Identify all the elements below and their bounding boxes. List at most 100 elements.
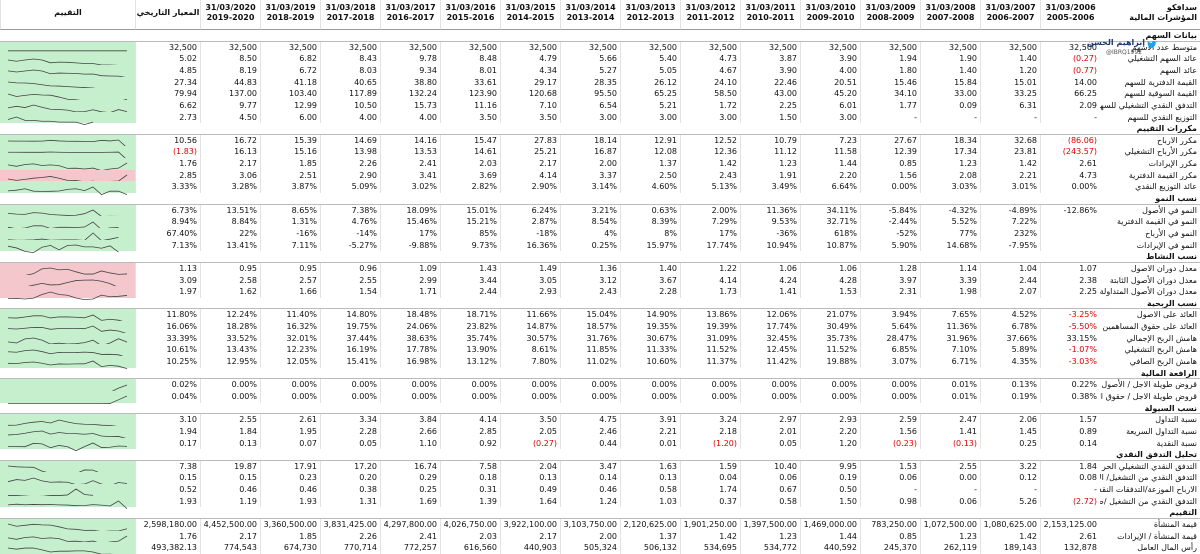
section-title: تحليل التدفق النقدي xyxy=(1116,450,1197,460)
section-title: بيانات السهم xyxy=(1145,31,1197,40)
value-cell: 3.39 xyxy=(920,274,980,287)
rating-cell xyxy=(0,437,135,451)
value-cell: 7.38% xyxy=(320,204,380,217)
sparkline xyxy=(7,116,94,125)
value-cell: 0.00% xyxy=(860,379,920,391)
historical-cell: (1.83) xyxy=(135,146,200,159)
value-cell: 34.11% xyxy=(800,204,860,217)
value-cell: -4.32% xyxy=(920,204,980,217)
value-cell: 0.85 xyxy=(860,158,920,170)
value-cell: 12.06% xyxy=(740,309,800,322)
value-cell: 9.73% xyxy=(440,239,500,252)
rating-cell xyxy=(0,542,135,554)
value-cell: 32.01% xyxy=(260,332,320,345)
value-cell: 3,831,425.00 xyxy=(320,519,380,531)
value-cell: 1,072,500.00 xyxy=(920,519,980,531)
period-header: 31/03/2010 2009-2010 xyxy=(800,0,860,30)
value-cell: 2.31 xyxy=(860,286,920,298)
value-cell: 5.26 xyxy=(980,495,1040,508)
value-cell: 2.06 xyxy=(980,414,1040,426)
value-cell: 16.98% xyxy=(380,356,440,368)
value-cell: 33.00 xyxy=(920,88,980,100)
value-cell: 5.90% xyxy=(860,239,920,252)
value-cell: 4,026,750.00 xyxy=(440,519,500,531)
value-cell: 3.01% xyxy=(980,181,1040,194)
value-cell: 1.69 xyxy=(380,495,440,508)
value-cell: 2.51 xyxy=(260,169,320,182)
value-cell: 5.52% xyxy=(920,216,980,228)
value-cell: 24.10 xyxy=(680,76,740,89)
value-cell: 0.25% xyxy=(560,239,620,252)
historical-cell: 67.40% xyxy=(135,227,200,240)
sparkline xyxy=(7,326,128,335)
value-cell: 1.95 xyxy=(260,425,320,438)
value-cell: 0.00% xyxy=(500,390,560,403)
value-cell: 1.07 xyxy=(1040,262,1100,275)
value-cell: 32,500 xyxy=(1040,41,1100,54)
row-label: العائد على حقوق المساهمين xyxy=(1102,322,1197,332)
value-cell: 7.22% xyxy=(980,216,1040,228)
value-cell: 40.65 xyxy=(320,76,380,89)
rating-cell xyxy=(0,64,135,79)
value-cell: 1.91 xyxy=(740,169,800,182)
value-cell: 1.24 xyxy=(560,495,620,508)
rating-cell xyxy=(0,227,135,242)
historical-cell: 1.93 xyxy=(135,495,200,508)
value-cell: 10.50 xyxy=(320,99,380,112)
period-label: 2016-2017 xyxy=(386,13,435,22)
period-header: 31/03/2008 2007-2008 xyxy=(920,0,980,30)
value-cell: 0.00% xyxy=(860,390,920,403)
value-cell: -3.03% xyxy=(1040,356,1100,368)
value-cell: 3.69 xyxy=(440,169,500,182)
row-label: القيمة الدفترية للسهم xyxy=(1124,77,1197,87)
value-cell: 4.00 xyxy=(380,111,440,124)
value-cell: 4.35% xyxy=(980,356,1040,368)
value-cell: -14% xyxy=(320,227,380,240)
period-date: 31/03/2013 xyxy=(625,3,676,12)
value-cell: 3.50 xyxy=(500,414,560,426)
value-cell: 0.46 xyxy=(260,484,320,496)
period-label: 2006-2007 xyxy=(986,13,1035,22)
value-cell: 2.20 xyxy=(800,425,860,438)
value-cell: 32,500 xyxy=(800,41,860,54)
value-cell: 2.26 xyxy=(320,530,380,543)
value-cell: 4.75 xyxy=(560,414,620,426)
value-cell: 21.07% xyxy=(800,309,860,322)
historical-cell: 1.13 xyxy=(135,262,200,275)
value-cell: 2.61 xyxy=(1040,158,1100,170)
value-cell: 3.41 xyxy=(380,169,440,182)
value-cell: 17.78% xyxy=(380,344,440,357)
value-cell: 32,500 xyxy=(740,41,800,54)
value-cell: 3.02% xyxy=(380,181,440,194)
sparkline-svg xyxy=(7,547,116,554)
value-cell: 11.37% xyxy=(680,356,740,368)
value-cell: 5.21 xyxy=(620,99,680,112)
value-cell: 18.09% xyxy=(380,204,440,217)
value-cell: 770,714 xyxy=(320,542,380,554)
value-cell: 12.91 xyxy=(620,134,680,147)
value-cell: 31.09% xyxy=(680,332,740,345)
sparkline-svg xyxy=(7,186,128,195)
sparkline xyxy=(7,337,128,347)
rating-cell xyxy=(0,332,135,347)
row-label: نسبة النقدية xyxy=(1156,438,1197,448)
value-cell: 1.23 xyxy=(740,158,800,170)
value-cell: 1.41 xyxy=(740,286,800,298)
value-cell: 15.46% xyxy=(380,216,440,228)
value-cell: - xyxy=(980,111,1040,124)
rating-cell xyxy=(0,146,135,160)
rating-cell xyxy=(0,274,135,288)
value-cell: 27.67 xyxy=(860,134,920,147)
period-label: 2011-2012 xyxy=(686,13,735,22)
value-cell: 17% xyxy=(380,227,440,240)
value-cell: 15.39 xyxy=(260,134,320,147)
rating-cell xyxy=(0,379,135,393)
value-cell: 10.79 xyxy=(740,134,800,147)
value-cell: -7.95% xyxy=(980,239,1040,252)
value-cell: 4.24 xyxy=(740,274,800,287)
value-cell: 2.17 xyxy=(500,530,560,543)
value-cell: 2.66 xyxy=(380,425,440,438)
value-cell: 0.06 xyxy=(920,495,980,508)
value-cell: -18% xyxy=(500,227,560,240)
section-title: التقييم xyxy=(1169,508,1197,518)
